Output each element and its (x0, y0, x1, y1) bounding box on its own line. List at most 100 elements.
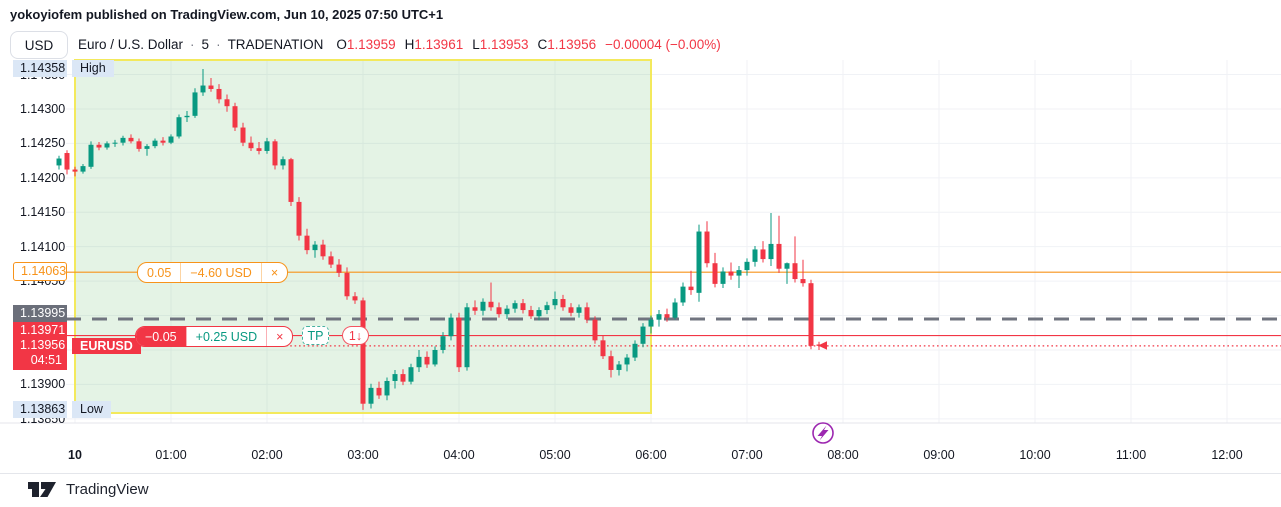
candle-body (392, 374, 398, 381)
candle-body (128, 137, 134, 142)
candle-body (728, 271, 734, 276)
candle-body (384, 380, 390, 396)
orders-count-badge[interactable]: 1↓ (342, 326, 369, 345)
ohlc-low: L1.13953 (472, 36, 529, 52)
candle-body (416, 356, 422, 368)
candle-body (680, 286, 686, 303)
candle-body (360, 300, 366, 404)
legend-separator: · (190, 36, 195, 52)
candle-body (328, 256, 334, 265)
candle-body (408, 367, 414, 382)
candle-body (248, 142, 254, 149)
candle-body (528, 310, 534, 317)
avg-position-pill[interactable]: 0.05 −4.60 USD × (137, 262, 289, 284)
tp-badge[interactable]: TP (302, 326, 329, 345)
price-marker-arrow (818, 341, 827, 350)
time-tick-label: 02:00 (251, 448, 283, 462)
candle-body (488, 301, 494, 308)
candle-body (744, 261, 750, 271)
candle-body (792, 263, 798, 280)
candle-body (664, 314, 670, 318)
candle-body (472, 307, 478, 311)
time-tick-label: 09:00 (923, 448, 955, 462)
candle-body (320, 244, 326, 257)
exchange-name[interactable]: TRADENATION (227, 36, 324, 52)
time-tick-label: 06:00 (635, 448, 667, 462)
price-tick-label: 1.14250 (20, 136, 66, 151)
avg-position-price-label: 1.14063 (13, 262, 67, 282)
order-pnl: +0.25 USD (185, 327, 267, 346)
tp-order-pill[interactable]: −0.05 +0.25 USD × (135, 326, 294, 347)
candle-body (96, 144, 102, 148)
candle-body (184, 115, 190, 118)
candle-body (160, 140, 166, 143)
candle-body (152, 140, 158, 147)
candle-body (672, 302, 678, 318)
symbol-title[interactable]: Euro / U.S. Dollar (78, 36, 184, 52)
candle-body (720, 271, 726, 284)
candle-body (640, 326, 646, 344)
candle-body (400, 374, 406, 382)
candle-body (256, 148, 262, 151)
time-axis[interactable]: 10 01:00 02:00 03:00 04:00 05:00 06:00 07:00 08:… (0, 423, 1281, 468)
interval-value[interactable]: 5 (201, 36, 210, 52)
chart-legend: Euro / U.S. Dollar · 5 · TRADENATION O1.… (78, 35, 721, 53)
candle-body (768, 243, 774, 260)
candle-body (536, 310, 542, 317)
candle-body (600, 340, 606, 357)
candle-body (200, 85, 206, 93)
candle-body (712, 263, 718, 284)
low-price-label: 1.13863 (13, 401, 67, 418)
candle-body (776, 243, 782, 269)
order-quantity[interactable]: −0.05 (136, 327, 186, 346)
candle-body (656, 314, 662, 320)
candle-body (800, 279, 806, 284)
time-tick-label: 05:00 (539, 448, 571, 462)
candle-body (224, 99, 230, 107)
time-tick-label: 04:00 (443, 448, 475, 462)
candle-body (296, 201, 302, 236)
candle-body (624, 357, 630, 365)
cancel-order-icon[interactable]: × (266, 327, 292, 346)
candle-body (456, 317, 462, 368)
candle-body (104, 143, 110, 148)
currency-button[interactable]: USD (10, 31, 68, 59)
time-tick-label: 03:00 (347, 448, 379, 462)
candle-body (688, 286, 694, 291)
last-price-label: 1.13956 (20, 338, 66, 352)
candle-body (616, 364, 622, 370)
candle-body (424, 356, 430, 365)
close-position-icon[interactable]: × (260, 263, 287, 283)
candle-body (344, 272, 350, 297)
candle-body (560, 299, 566, 308)
time-tick-label: 12:00 (1211, 448, 1243, 462)
position-quantity[interactable]: 0.05 (147, 265, 172, 280)
position-pnl: −4.60 USD (180, 263, 261, 283)
candle-body (648, 319, 654, 327)
high-text-label: High (72, 60, 114, 77)
candle-body (784, 263, 790, 269)
change-value: −0.00004 (−0.00%) (605, 36, 721, 52)
last-price-label-block: 1.13971 1.13956 04:51 (13, 322, 67, 370)
tradingview-logo[interactable]: TradingView (28, 481, 149, 498)
lightning-bolt-icon (817, 425, 829, 441)
candle-body (480, 301, 486, 311)
time-tick-label: 08:00 (827, 448, 859, 462)
candle-body (552, 299, 558, 306)
candle-body (576, 307, 582, 313)
candle-body (376, 387, 382, 396)
candle-body (176, 117, 182, 137)
price-tick-label: 1.14100 (20, 239, 66, 254)
candle-body (208, 85, 214, 89)
candle-body (312, 244, 318, 251)
time-tick-label: 10 (68, 448, 82, 462)
footer-divider (0, 473, 1281, 474)
candle-body (608, 356, 614, 370)
candle-body (272, 141, 278, 166)
candle-body (120, 137, 126, 143)
candle-body (192, 92, 198, 116)
candle-body (760, 249, 766, 260)
candle-body (448, 317, 454, 337)
